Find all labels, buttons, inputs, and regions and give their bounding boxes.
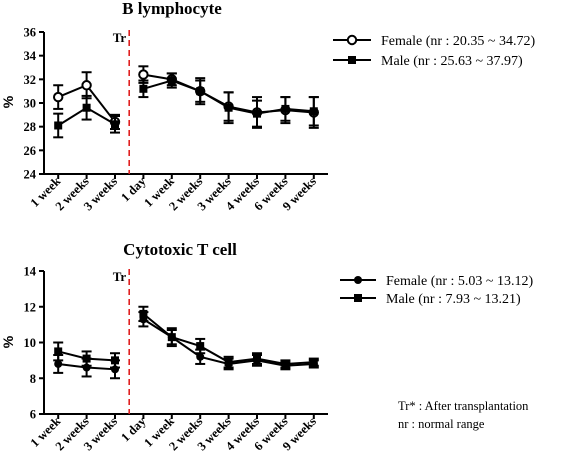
y-tick-label: 8 xyxy=(30,372,36,386)
data-point xyxy=(253,354,261,363)
data-point xyxy=(82,354,91,363)
y-tick-label: 12 xyxy=(24,300,37,314)
footnote-transplant: Tr* : After transplantation xyxy=(398,399,529,413)
data-point xyxy=(139,84,148,93)
legend-label: Male (nr : 25.63 ~ 37.97) xyxy=(381,54,523,69)
legend-item-male: Male (nr : 25.63 ~ 37.97) xyxy=(333,54,523,69)
data-point xyxy=(281,359,290,368)
chart-title: Cytotoxic T cell xyxy=(123,240,237,259)
data-point xyxy=(196,352,205,361)
legend-label: Female (nr : 20.35 ~ 34.72) xyxy=(381,34,535,49)
filled-square-marker-icon xyxy=(348,56,356,64)
series-0 xyxy=(53,311,319,380)
y-tick-label: 6 xyxy=(30,408,36,422)
data-point xyxy=(196,342,205,351)
y-tick-label: 32 xyxy=(24,73,37,87)
data-point xyxy=(53,91,64,103)
legend-label: Male (nr : 7.93 ~ 13.21) xyxy=(386,292,521,307)
data-point xyxy=(111,356,119,365)
y-tick-label: 24 xyxy=(24,168,37,182)
chart-title: B lymphocyte xyxy=(122,0,222,18)
legend-label: Female (nr : 5.03 ~ 13.12) xyxy=(386,274,533,289)
y-tick-label: 26 xyxy=(24,144,37,158)
y-axis-label: % xyxy=(0,95,16,108)
transplant-marker-label: Tr xyxy=(113,269,127,284)
data-point xyxy=(309,107,318,116)
data-point xyxy=(139,309,148,318)
series-1 xyxy=(53,72,319,139)
data-point xyxy=(224,103,233,112)
data-point xyxy=(82,103,91,112)
data-point xyxy=(224,358,233,367)
series-0 xyxy=(53,65,319,131)
legend: Female (nr : 5.03 ~ 13.12) Male (nr : 7.… xyxy=(340,274,533,307)
y-tick-label: 14 xyxy=(24,265,37,279)
series-1 xyxy=(53,305,319,369)
data-point xyxy=(309,358,318,367)
legend-item-female: Female (nr : 20.35 ~ 34.72) xyxy=(333,34,535,49)
data-point xyxy=(253,109,261,118)
y-tick-label: 28 xyxy=(24,120,37,134)
footnote-normal-range: nr : normal range xyxy=(398,417,485,431)
data-point xyxy=(196,87,205,96)
y-tick-label: 30 xyxy=(24,97,37,111)
transplant-marker-label: Tr xyxy=(113,30,127,45)
legend: Female (nr : 20.35 ~ 34.72) Male (nr : 2… xyxy=(333,34,535,69)
y-tick-label: 34 xyxy=(24,49,37,63)
legend-item-female: Female (nr : 5.03 ~ 13.12) xyxy=(340,274,533,289)
data-point xyxy=(167,76,176,85)
data-point xyxy=(54,359,63,368)
filled-circle-marker-icon xyxy=(354,276,362,284)
legend-item-male: Male (nr : 7.93 ~ 13.21) xyxy=(340,292,521,307)
data-point xyxy=(111,120,119,129)
data-point xyxy=(281,104,290,113)
filled-square-marker-icon xyxy=(354,294,362,302)
data-point xyxy=(54,121,63,130)
y-axis-label: % xyxy=(0,335,16,348)
data-point xyxy=(54,347,63,356)
y-tick-label: 36 xyxy=(24,26,37,40)
data-point xyxy=(81,80,92,91)
data-point xyxy=(138,69,149,80)
data-point xyxy=(167,333,176,342)
open-circle-marker-icon xyxy=(346,34,358,46)
y-tick-label: 10 xyxy=(24,336,37,350)
